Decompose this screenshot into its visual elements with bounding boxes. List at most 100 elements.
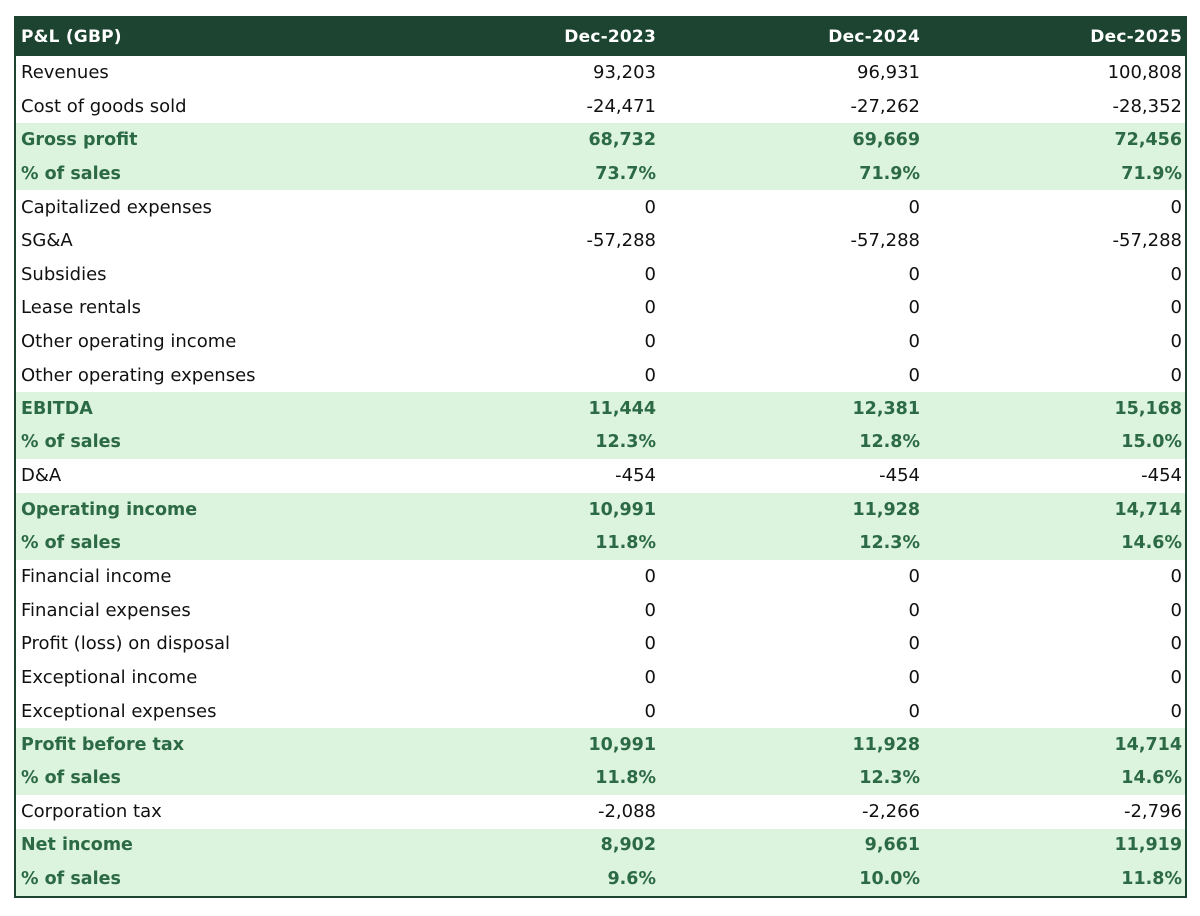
header-label: P&L (GBP) <box>21 27 122 47</box>
table-row: Exceptional expenses 0 0 0 <box>16 694 1185 728</box>
row-label: SG&A <box>21 230 73 252</box>
table-row: SG&A -57,288 -57,288 -57,288 <box>16 224 1185 258</box>
row-value-dec-2023: 0 <box>644 196 656 218</box>
row-label: % of sales <box>21 768 121 789</box>
row-value-dec-2023: 9.6% <box>607 869 656 890</box>
table-row: Profit before tax 10,991 11,928 14,714 <box>16 727 1185 762</box>
row-value-dec-2025: 0 <box>1170 263 1182 285</box>
row-label: % of sales <box>21 432 121 453</box>
row-value-dec-2023: 0 <box>644 666 656 688</box>
row-value-dec-2024: 10.0% <box>859 869 920 890</box>
row-label: EBITDA <box>21 398 93 419</box>
row-value-dec-2025: 14,714 <box>1114 499 1182 520</box>
row-value-dec-2025: 0 <box>1170 666 1182 688</box>
table-header-row: P&L (GBP) Dec-2023 Dec-2024 Dec-2025 <box>16 18 1185 56</box>
row-label: Operating income <box>21 499 198 520</box>
row-value-dec-2023: 0 <box>644 599 656 621</box>
header-dec-2024: Dec-2024 <box>828 27 920 47</box>
row-value-dec-2023: 0 <box>644 700 656 722</box>
row-value-dec-2024: 0 <box>908 196 920 218</box>
row-value-dec-2024: 0 <box>908 633 920 655</box>
row-value-dec-2023: 10,991 <box>588 734 656 755</box>
row-label: Net income <box>21 835 133 856</box>
row-value-dec-2023: 0 <box>644 263 656 285</box>
row-label: Financial expenses <box>21 599 191 621</box>
row-value-dec-2023: 12.3% <box>595 432 656 453</box>
row-value-dec-2024: 0 <box>908 297 920 319</box>
row-value-dec-2023: 8,902 <box>600 835 656 856</box>
row-value-dec-2023: 73.7% <box>595 163 656 184</box>
row-value-dec-2023: 11.8% <box>595 768 656 789</box>
row-value-dec-2024: 0 <box>908 331 920 353</box>
row-value-dec-2025: -28,352 <box>1112 95 1182 117</box>
row-value-dec-2025: 14,714 <box>1114 734 1182 755</box>
table-row: Corporation tax -2,088 -2,266 -2,796 <box>16 795 1185 829</box>
row-value-dec-2024: 9,661 <box>864 835 920 856</box>
table-row: Subsidies 0 0 0 <box>16 258 1185 292</box>
row-label: Lease rentals <box>21 297 141 319</box>
row-label: D&A <box>21 465 62 487</box>
row-label: Gross profit <box>21 129 138 150</box>
row-value-dec-2025: 11.8% <box>1121 869 1182 890</box>
table-row: Lease rentals 0 0 0 <box>16 291 1185 325</box>
row-value-dec-2023: 0 <box>644 297 656 319</box>
row-value-dec-2023: -24,471 <box>586 95 656 117</box>
row-value-dec-2023: 11.8% <box>595 533 656 554</box>
row-value-dec-2025: 15.0% <box>1121 432 1182 453</box>
row-value-dec-2025: -57,288 <box>1112 230 1182 252</box>
row-value-dec-2023: 68,732 <box>588 129 656 150</box>
row-value-dec-2025: 0 <box>1170 599 1182 621</box>
row-label: Exceptional expenses <box>21 700 217 722</box>
row-value-dec-2024: 11,928 <box>852 734 920 755</box>
row-value-dec-2024: 0 <box>908 364 920 386</box>
row-label: Capitalized expenses <box>21 196 212 218</box>
row-value-dec-2025: -454 <box>1141 465 1182 487</box>
header-dec-2023: Dec-2023 <box>564 27 656 47</box>
row-value-dec-2025: 0 <box>1170 196 1182 218</box>
row-value-dec-2023: 0 <box>644 566 656 588</box>
table-row: Financial income 0 0 0 <box>16 560 1185 594</box>
row-label: Profit (loss) on disposal <box>21 633 231 655</box>
table-row: % of sales 9.6% 10.0% 11.8% <box>16 862 1185 896</box>
row-label: Other operating expenses <box>21 364 256 386</box>
row-value-dec-2024: 0 <box>908 599 920 621</box>
row-value-dec-2024: 12.8% <box>859 432 920 453</box>
row-value-dec-2023: 0 <box>644 364 656 386</box>
row-value-dec-2024: 69,669 <box>852 129 920 150</box>
row-value-dec-2024: 12,381 <box>852 398 920 419</box>
table-row: Gross profit 68,732 69,669 72,456 <box>16 123 1185 157</box>
table-row: Other operating expenses 0 0 0 <box>16 358 1185 392</box>
table-row: Operating income 10,991 11,928 14,714 <box>16 492 1185 527</box>
row-value-dec-2025: 0 <box>1170 297 1182 319</box>
row-value-dec-2024: 0 <box>908 700 920 722</box>
row-value-dec-2025: 72,456 <box>1114 129 1182 150</box>
row-value-dec-2023: 0 <box>644 633 656 655</box>
row-label: Revenues <box>21 62 109 84</box>
row-value-dec-2024: 96,931 <box>857 62 920 84</box>
row-value-dec-2025: 0 <box>1170 700 1182 722</box>
row-label: Exceptional income <box>21 666 198 688</box>
table-row: EBITDA 11,444 12,381 15,168 <box>16 391 1185 426</box>
header-dec-2025: Dec-2025 <box>1090 27 1182 47</box>
row-value-dec-2024: 0 <box>908 263 920 285</box>
table-row: Profit (loss) on disposal 0 0 0 <box>16 627 1185 661</box>
row-label: Corporation tax <box>21 801 162 823</box>
row-label: Subsidies <box>21 263 107 285</box>
row-value-dec-2025: 0 <box>1170 364 1182 386</box>
table-row: Revenues 93,203 96,931 100,808 <box>16 56 1185 90</box>
row-label: % of sales <box>21 163 121 184</box>
row-value-dec-2024: -27,262 <box>850 95 920 117</box>
row-value-dec-2025: 15,168 <box>1114 398 1182 419</box>
row-value-dec-2024: 11,928 <box>852 499 920 520</box>
row-label: Cost of goods sold <box>21 95 187 117</box>
row-value-dec-2023: 10,991 <box>588 499 656 520</box>
row-label: Other operating income <box>21 331 237 353</box>
row-value-dec-2023: 0 <box>644 331 656 353</box>
row-value-dec-2025: 0 <box>1170 633 1182 655</box>
row-value-dec-2025: 14.6% <box>1121 768 1182 789</box>
table-row: Exceptional income 0 0 0 <box>16 661 1185 695</box>
row-value-dec-2024: 0 <box>908 566 920 588</box>
table-row: Cost of goods sold -24,471 -27,262 -28,352 <box>16 90 1185 124</box>
pl-table: P&L (GBP) Dec-2023 Dec-2024 Dec-2025 Rev… <box>14 16 1187 898</box>
table-row: % of sales 11.8% 12.3% 14.6% <box>16 526 1185 560</box>
